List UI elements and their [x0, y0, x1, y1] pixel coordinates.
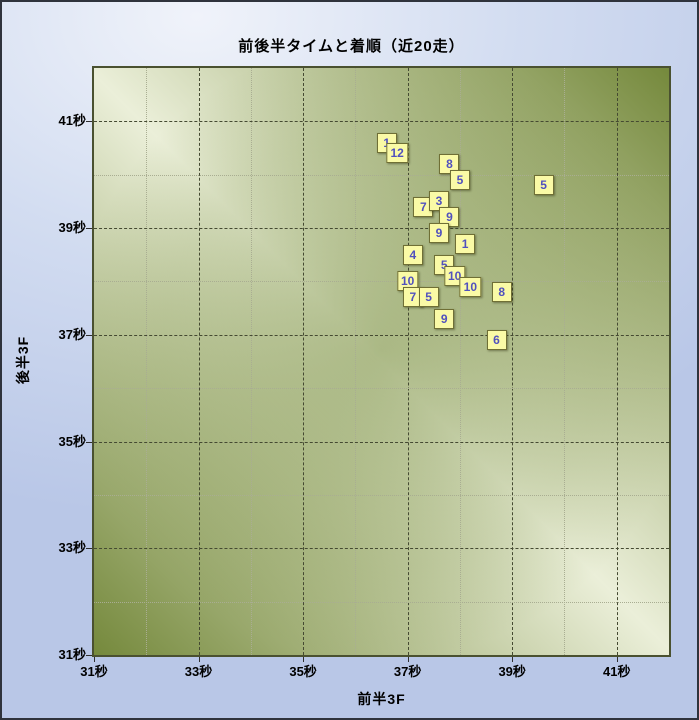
y-tick-mark: [86, 441, 92, 443]
x-tick-label: 35秒: [289, 664, 317, 679]
data-point-marker: 8: [439, 154, 460, 175]
x-gridline: [407, 68, 409, 655]
y-gridline: [94, 281, 669, 283]
data-point-marker: 3: [429, 191, 449, 212]
x-gridline: [146, 68, 148, 655]
y-gridline: [94, 441, 669, 443]
y-tick-label: 33秒: [58, 540, 86, 556]
x-gridline: [616, 68, 618, 655]
data-point-marker: 6: [486, 330, 507, 351]
y-gridline: [94, 334, 669, 336]
plot-area: 112855739914510101075896: [92, 66, 671, 657]
y-tick-label: 39秒: [58, 220, 86, 236]
y-tick-label: 41秒: [58, 113, 86, 129]
data-point-marker: 5: [533, 175, 554, 196]
data-point-marker: 5: [418, 287, 439, 308]
data-point-marker: 9: [429, 223, 449, 244]
x-tick-label: 41秒: [602, 664, 631, 679]
data-point-marker: 5: [449, 170, 470, 191]
y-gridline: [94, 121, 669, 123]
x-tick-mark: [512, 657, 514, 662]
x-gridline: [198, 68, 200, 655]
y-gridline: [94, 548, 669, 550]
y-tick-mark: [86, 334, 92, 336]
x-gridline: [355, 68, 357, 655]
x-tick-label: 33秒: [184, 664, 213, 679]
y-gridline: [94, 174, 669, 176]
y-gridline: [94, 228, 669, 230]
y-gridline: [94, 494, 669, 496]
x-tick-mark: [407, 657, 409, 662]
x-tick-label: 37秒: [393, 664, 422, 679]
data-point-marker: 9: [439, 207, 460, 228]
x-gridline: [250, 68, 252, 655]
data-point-marker: 8: [491, 282, 512, 303]
x-tick-mark: [616, 657, 618, 662]
data-point-marker: 12: [386, 143, 408, 164]
x-gridline: [512, 68, 514, 655]
data-point-marker: 7: [402, 287, 423, 308]
data-point-marker: 10: [459, 276, 482, 297]
y-tick-label: 31秒: [58, 647, 86, 662]
y-tick-mark: [86, 228, 92, 230]
y-tick-mark: [86, 121, 92, 123]
y-gridline: [94, 601, 669, 603]
y-tick-mark: [86, 548, 92, 550]
x-tick-mark: [94, 657, 95, 662]
y-gridline: [94, 388, 669, 390]
x-gridline: [459, 68, 461, 655]
y-tick-label: 35秒: [58, 433, 86, 449]
x-gridline: [564, 68, 566, 655]
y-axis-title: 後半3F: [15, 335, 31, 385]
chart-title: 前後半タイムと着順（近20走）: [238, 38, 465, 55]
data-point-marker: 9: [434, 308, 455, 329]
y-tick-label: 37秒: [58, 326, 86, 342]
y-tick-mark: [86, 655, 92, 656]
data-point-marker: 1: [455, 234, 476, 255]
x-tick-mark: [303, 657, 305, 662]
x-tick-label: 39秒: [498, 664, 526, 679]
x-axis-title: 前半3F: [357, 691, 406, 707]
x-gridline: [303, 68, 305, 655]
x-tick-mark: [198, 657, 200, 662]
x-tick-label: 31秒: [80, 664, 108, 679]
data-point-marker: 4: [402, 244, 423, 265]
